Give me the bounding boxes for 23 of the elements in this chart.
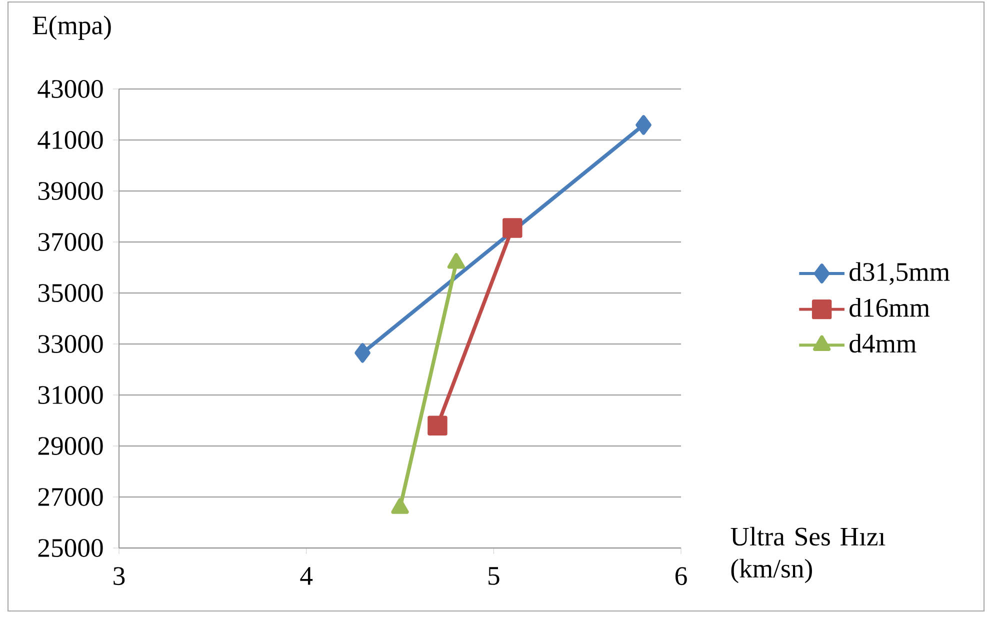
point: [636, 115, 652, 135]
y-tick-label: 39000: [38, 182, 103, 200]
point: [428, 416, 448, 436]
y-tick-label: 27000: [38, 488, 103, 506]
legend-label: d4mm: [850, 334, 916, 353]
x-tick-label: 6: [675, 567, 687, 586]
x-tick-label: 4: [300, 567, 313, 585]
y-tick-label: 41000: [38, 131, 103, 149]
y-tick-label: 25000: [38, 539, 103, 557]
x-tick-label: 3: [114, 567, 125, 586]
legend-label: d16mm: [850, 298, 930, 317]
point: [354, 343, 370, 363]
point: [502, 218, 522, 238]
y-tick-label: 43000: [38, 80, 103, 98]
y-tick-label: 37000: [38, 233, 103, 251]
legend-label: d31,5mm: [850, 262, 950, 285]
y-tick-label: 29000: [38, 437, 103, 455]
y-tick-label: 31000: [38, 386, 103, 404]
x-tick-label: 5: [488, 567, 500, 585]
y-axis-title: E(mpa): [32, 16, 111, 40]
x-axis-title: Ultra Ses Hızı (km/sn): [730, 526, 886, 584]
y-tick-label: 33000: [38, 335, 103, 353]
y-tick-label: 35000: [38, 284, 103, 302]
